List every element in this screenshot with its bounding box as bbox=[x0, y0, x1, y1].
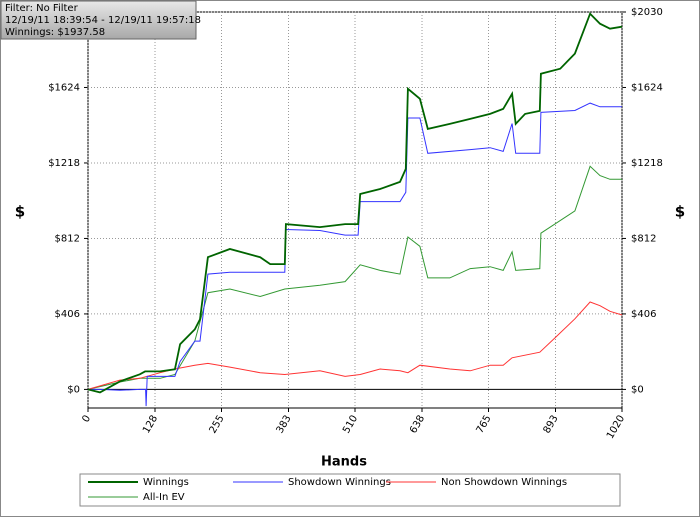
y-tick-label: $406 bbox=[55, 309, 80, 320]
y2-tick-label: $2030 bbox=[631, 7, 663, 18]
x-axis-label: Hands bbox=[321, 455, 367, 470]
series-line bbox=[88, 102, 622, 407]
y-axis-label: $ bbox=[15, 203, 25, 221]
y2-tick-label: $0 bbox=[631, 384, 644, 395]
y2-tick-label: $1218 bbox=[631, 158, 663, 169]
legend-box bbox=[79, 473, 621, 507]
y-tick-label: $1624 bbox=[48, 82, 80, 93]
y2-tick-label: $812 bbox=[631, 233, 656, 244]
info-box bbox=[0, 0, 197, 40]
legend-label: All-In EV bbox=[143, 492, 185, 503]
y2-axis-label: $ bbox=[675, 203, 685, 221]
info-text: 12/19/11 18:39:54 - 12/19/11 19:57:18 bbox=[5, 15, 201, 26]
y2-tick-label: $1624 bbox=[631, 82, 663, 93]
y-tick-label: $812 bbox=[55, 233, 80, 244]
info-text: Winnings: $1937.58 bbox=[5, 27, 105, 38]
y-tick-label: $1218 bbox=[48, 158, 80, 169]
x-tick-label: 0 bbox=[80, 414, 93, 425]
legend-label: Showdown Winnings bbox=[288, 477, 391, 488]
series-line bbox=[87, 12, 623, 394]
legend-label: Winnings bbox=[143, 477, 189, 488]
series-line bbox=[87, 301, 623, 390]
info-text: Filter: No Filter bbox=[5, 3, 79, 14]
y-tick-label: $0 bbox=[67, 384, 80, 395]
y2-tick-label: $406 bbox=[631, 309, 656, 320]
legend-label: Non Showdown Winnings bbox=[441, 477, 567, 488]
